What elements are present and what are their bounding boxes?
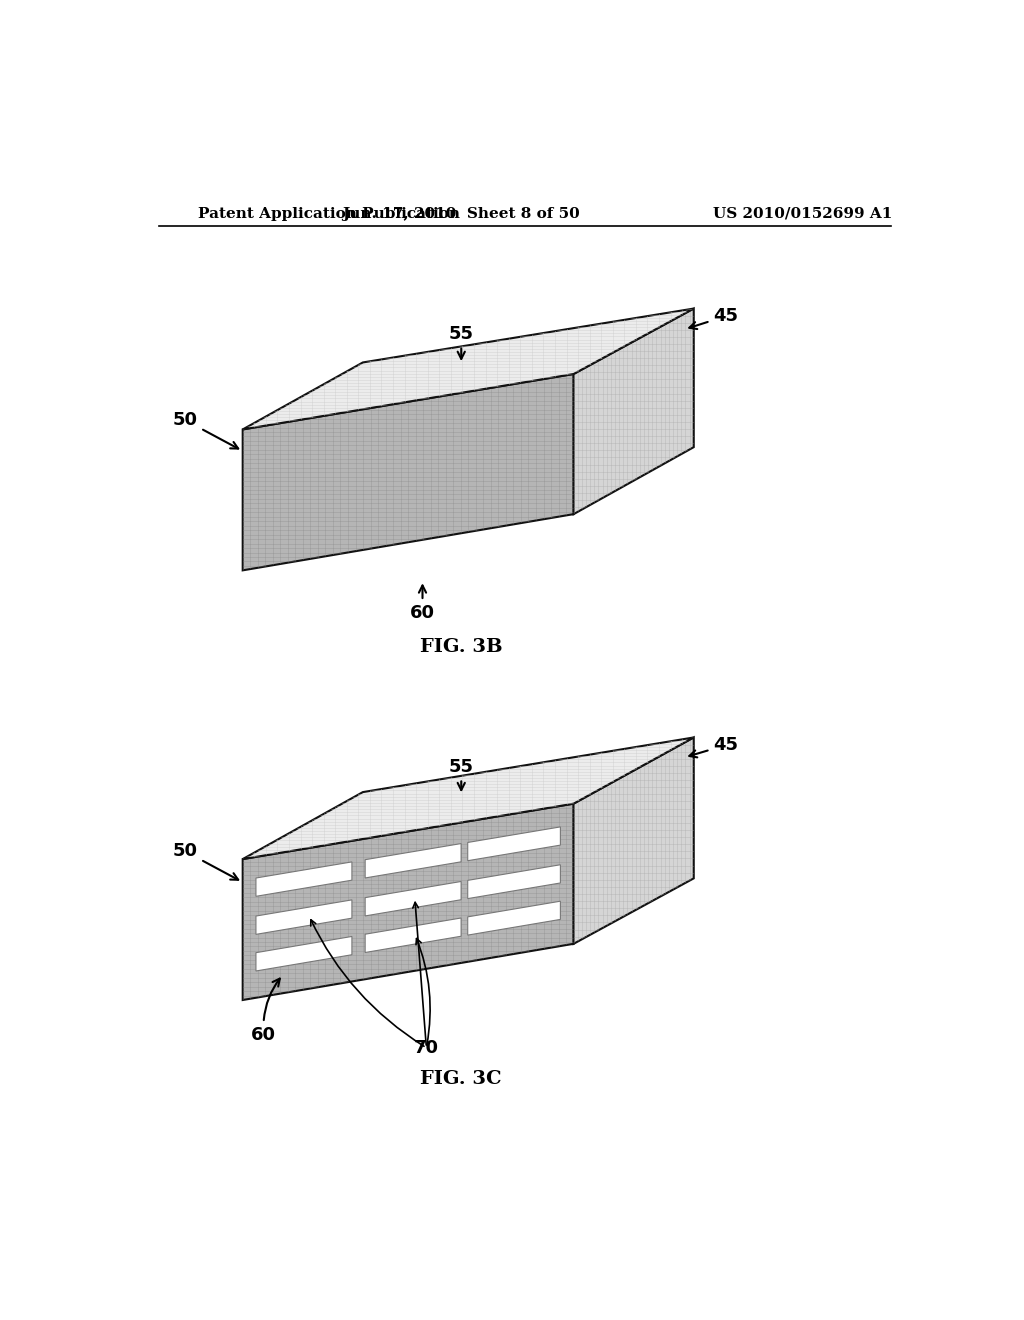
Polygon shape	[366, 843, 461, 878]
Text: 60: 60	[410, 586, 435, 622]
Polygon shape	[573, 738, 693, 944]
Text: 70: 70	[414, 1039, 439, 1057]
Text: US 2010/0152699 A1: US 2010/0152699 A1	[713, 207, 892, 220]
Text: 55: 55	[449, 325, 474, 359]
Text: 55: 55	[449, 758, 474, 791]
Text: 50: 50	[173, 842, 239, 880]
Polygon shape	[243, 374, 573, 570]
Polygon shape	[468, 826, 560, 861]
Text: 45: 45	[689, 308, 738, 329]
Polygon shape	[573, 309, 693, 515]
Polygon shape	[256, 900, 352, 935]
Text: 50: 50	[173, 412, 239, 449]
Text: FIG. 3C: FIG. 3C	[421, 1069, 502, 1088]
Polygon shape	[256, 862, 352, 896]
Text: 45: 45	[689, 737, 738, 758]
Polygon shape	[243, 738, 693, 859]
Polygon shape	[243, 309, 693, 429]
Polygon shape	[366, 917, 461, 953]
Text: 60: 60	[251, 978, 280, 1044]
Text: Jun. 17, 2010  Sheet 8 of 50: Jun. 17, 2010 Sheet 8 of 50	[342, 207, 581, 220]
Text: Patent Application Publication: Patent Application Publication	[198, 207, 460, 220]
Polygon shape	[366, 882, 461, 916]
Polygon shape	[468, 865, 560, 899]
Polygon shape	[243, 804, 573, 1001]
Polygon shape	[468, 902, 560, 935]
Polygon shape	[256, 936, 352, 972]
Text: FIG. 3B: FIG. 3B	[420, 639, 503, 656]
